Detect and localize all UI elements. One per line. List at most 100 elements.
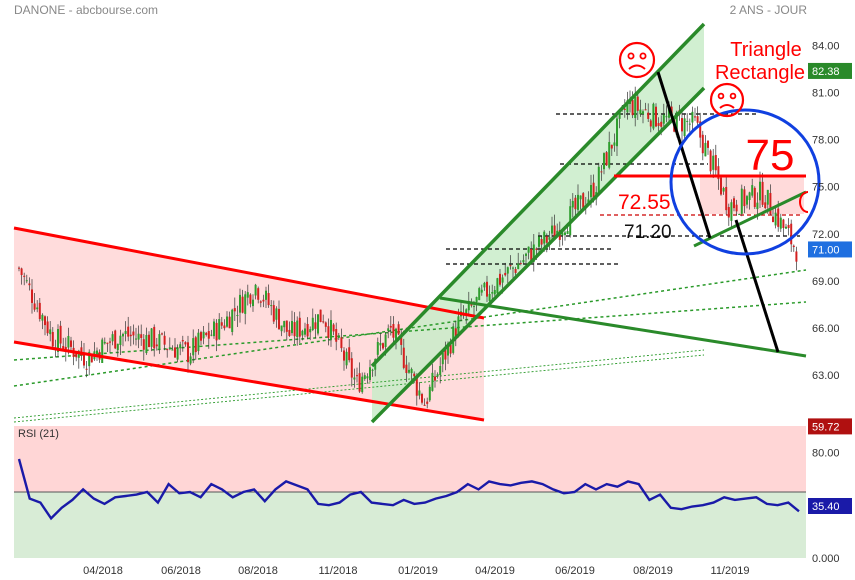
candle-body (701, 134, 704, 154)
candle-body (493, 290, 496, 295)
candle-body (545, 236, 548, 243)
candle-body (428, 386, 431, 401)
candle-body (200, 332, 202, 341)
candle-body (792, 245, 795, 248)
candle-body (779, 217, 782, 229)
annotation-triangle-2: Rectangle (715, 62, 805, 84)
candle-body (314, 322, 317, 329)
candle-body (67, 335, 70, 348)
descending-channel-upper (13, 226, 485, 320)
candle-body (311, 317, 314, 331)
candle-body (636, 96, 639, 111)
candle-body (353, 377, 356, 380)
candle-body (246, 292, 249, 298)
candle-body (761, 181, 764, 205)
rsi-title: RSI (21) (18, 428, 59, 440)
candle-body (441, 352, 444, 365)
candle-body (668, 109, 670, 118)
candle-body (153, 326, 156, 349)
candle-body (535, 248, 538, 250)
candle-body (129, 334, 132, 337)
candlesticks (18, 86, 798, 409)
candle-body (525, 253, 527, 256)
rsi-tick-80: 80.00 (812, 447, 840, 459)
candle-body (103, 341, 106, 344)
candle-body (530, 248, 533, 262)
trendline (13, 269, 807, 387)
candle-body (335, 329, 338, 342)
candle-body (387, 328, 390, 331)
candle-body (735, 204, 738, 212)
y-tick-label: 72.00 (812, 229, 840, 241)
candle-body (389, 325, 392, 328)
candle-body (777, 208, 780, 227)
candle-body (358, 373, 361, 392)
candle-body (449, 344, 452, 354)
candle-body (717, 166, 720, 180)
candle-body (267, 293, 270, 306)
candle-body (415, 378, 418, 396)
candle-body (142, 339, 145, 350)
candle-body (44, 316, 46, 326)
candle-body (561, 232, 564, 236)
candle-body (740, 188, 743, 214)
candle-body (532, 244, 535, 262)
candle-body (392, 324, 395, 338)
candle-body (332, 324, 335, 332)
candle-body (376, 342, 379, 355)
candle-body (132, 331, 135, 336)
descending-channel-lower (13, 340, 485, 422)
candle-body (426, 401, 429, 404)
candle-body (421, 394, 423, 403)
candle-body (540, 239, 543, 245)
candle-body (699, 121, 702, 138)
candle-body (475, 297, 478, 303)
candle-body (51, 331, 54, 347)
candle-body (486, 281, 488, 297)
candle-body (291, 321, 293, 334)
descending-channel-fill (14, 228, 484, 420)
candle-body (704, 142, 707, 157)
candle-body (787, 224, 790, 229)
x-tick-label: 04/2018 (83, 565, 123, 577)
candle-body (114, 330, 117, 349)
candle-body (553, 225, 556, 239)
y-tick-label: 78.00 (812, 135, 840, 147)
candle-body (483, 282, 486, 288)
candle-body (59, 325, 62, 344)
candle-body (85, 368, 88, 370)
candle-body (304, 328, 306, 335)
candle-body (587, 199, 590, 204)
candle-body (356, 375, 358, 377)
price-badge (808, 418, 852, 435)
candle-body (46, 321, 49, 334)
candle-body (774, 212, 777, 226)
candle-body (70, 340, 72, 347)
candle-body (478, 288, 481, 301)
candle-body (77, 350, 80, 358)
candle-body (577, 194, 579, 210)
candle-body (772, 216, 774, 223)
candle-body (109, 341, 111, 343)
green-neckline (439, 296, 807, 358)
candle-body (36, 307, 39, 310)
candle-body (579, 195, 582, 200)
candle-body (18, 267, 20, 269)
candle-body (517, 263, 520, 270)
price-badge (808, 241, 852, 258)
candle-body (748, 192, 751, 201)
candle-body (158, 334, 161, 350)
projection-line-down (656, 71, 712, 239)
candle-body (257, 288, 260, 300)
candle-body (447, 343, 449, 356)
candle-body (790, 223, 793, 245)
candle-body (49, 329, 52, 335)
candle-body (696, 116, 699, 123)
candle-body (597, 166, 600, 193)
candle-body (345, 351, 348, 366)
candle-body (582, 193, 585, 208)
candle-body (610, 144, 613, 149)
candle-body (465, 309, 468, 316)
candle-body (488, 293, 491, 301)
candle-body (634, 96, 637, 118)
